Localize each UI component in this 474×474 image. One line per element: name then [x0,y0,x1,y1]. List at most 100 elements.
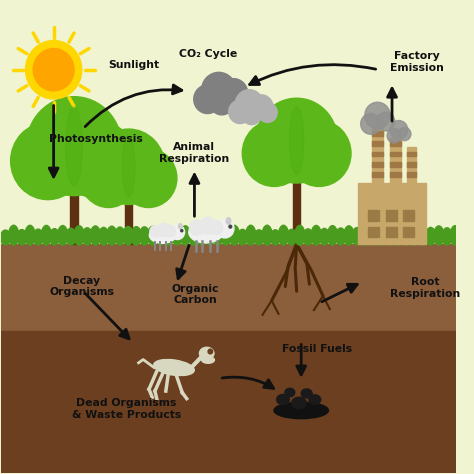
Ellipse shape [165,363,178,370]
Ellipse shape [311,226,321,245]
Ellipse shape [270,230,280,245]
Ellipse shape [328,226,337,245]
Circle shape [194,85,221,114]
Ellipse shape [246,225,256,245]
Ellipse shape [277,394,289,405]
Ellipse shape [352,228,362,245]
Ellipse shape [149,227,176,243]
Bar [70,173,78,244]
Circle shape [209,220,223,235]
Circle shape [219,79,248,108]
Ellipse shape [148,226,158,245]
Ellipse shape [189,228,199,245]
Ellipse shape [205,228,215,245]
Ellipse shape [164,226,174,245]
Circle shape [235,90,264,119]
Ellipse shape [409,227,419,245]
Ellipse shape [91,226,100,245]
Ellipse shape [385,227,395,245]
Ellipse shape [0,230,10,245]
Ellipse shape [166,360,177,367]
Circle shape [365,102,390,128]
Bar [390,152,401,156]
Circle shape [26,40,82,99]
Text: Dead Organisms
& Waste Products: Dead Organisms & Waste Products [72,398,181,420]
Ellipse shape [164,368,180,374]
Ellipse shape [202,357,214,363]
Circle shape [201,73,236,108]
Bar [407,147,416,183]
Text: Animal
Respiration: Animal Respiration [159,142,229,164]
Ellipse shape [262,225,272,245]
Circle shape [398,128,411,141]
Ellipse shape [164,365,179,372]
Ellipse shape [33,229,43,245]
Text: Root
Respiration: Root Respiration [390,277,460,299]
Ellipse shape [154,359,194,375]
Circle shape [208,349,213,354]
Circle shape [190,220,204,235]
Ellipse shape [25,225,35,245]
Ellipse shape [172,228,182,245]
Ellipse shape [292,397,306,409]
Bar [358,183,426,244]
Ellipse shape [221,229,231,245]
Ellipse shape [393,227,403,245]
Bar [372,131,383,136]
Bar [390,162,401,167]
Ellipse shape [200,347,214,359]
Bar [407,152,416,156]
Circle shape [258,102,277,122]
Ellipse shape [115,227,125,245]
Bar [372,162,383,167]
Ellipse shape [287,229,297,245]
Bar [407,173,416,177]
Bar [126,188,132,244]
Bar [372,141,383,146]
Bar [372,173,383,177]
Ellipse shape [17,229,27,245]
Ellipse shape [285,388,295,397]
Bar [293,164,300,244]
Bar [390,141,401,146]
Ellipse shape [254,230,264,245]
Ellipse shape [426,228,436,245]
Ellipse shape [50,228,60,245]
Bar [368,227,379,237]
Ellipse shape [376,227,387,245]
Circle shape [256,98,337,183]
Ellipse shape [303,229,313,245]
Ellipse shape [58,226,68,245]
Ellipse shape [368,227,378,245]
Bar [403,210,414,220]
Ellipse shape [278,225,289,245]
Ellipse shape [418,226,428,245]
Circle shape [390,120,408,139]
Ellipse shape [74,226,84,245]
Bar [386,210,397,220]
Ellipse shape [99,228,109,245]
Text: Fossil Fuels: Fossil Fuels [282,344,352,354]
Ellipse shape [450,226,460,245]
Circle shape [80,149,137,208]
Ellipse shape [274,402,328,419]
Bar [368,210,379,220]
Text: Decay
Organisms: Decay Organisms [49,276,114,297]
Text: Photosynthesis: Photosynthesis [49,134,143,144]
Ellipse shape [360,226,370,245]
Ellipse shape [9,225,18,245]
Circle shape [250,95,273,119]
Circle shape [200,217,216,234]
Bar [407,162,416,167]
Ellipse shape [344,226,354,245]
Circle shape [150,226,161,237]
Ellipse shape [122,137,135,197]
Ellipse shape [156,227,166,245]
Circle shape [242,104,262,125]
Circle shape [228,100,251,124]
Ellipse shape [401,227,411,245]
Ellipse shape [181,226,191,245]
Circle shape [33,48,74,91]
Bar [372,126,383,183]
Ellipse shape [179,224,182,229]
